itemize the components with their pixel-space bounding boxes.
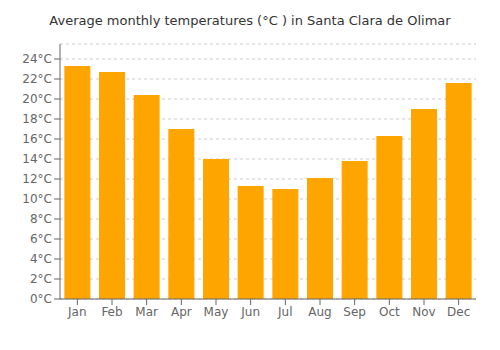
svg-text:Nov: Nov — [412, 305, 435, 319]
svg-text:Jul: Jul — [277, 305, 292, 319]
svg-text:Sep: Sep — [343, 305, 366, 319]
svg-text:0°C: 0°C — [30, 292, 52, 306]
svg-text:20°C: 20°C — [22, 92, 52, 106]
svg-text:Apr: Apr — [171, 305, 192, 319]
svg-text:Jun: Jun — [240, 305, 260, 319]
svg-text:Aug: Aug — [308, 305, 331, 319]
svg-text:Feb: Feb — [101, 305, 122, 319]
svg-text:4°C: 4°C — [30, 252, 52, 266]
svg-text:Mar: Mar — [135, 305, 158, 319]
html-text:Average monthly temperatures (: Average monthly temperatures (°C ) in Sa… — [49, 13, 451, 28]
svg-text:18°C: 18°C — [22, 112, 52, 126]
svg-text:Oct: Oct — [379, 305, 400, 319]
svg-text:22°C: 22°C — [22, 72, 52, 86]
svg-text:Jan: Jan — [67, 305, 87, 319]
svg-text:6°C: 6°C — [30, 232, 52, 246]
svg-text:24°C: 24°C — [22, 52, 52, 66]
svg-text:2°C: 2°C — [30, 272, 52, 286]
svg-text:14°C: 14°C — [22, 152, 52, 166]
svg-text:12°C: 12°C — [22, 172, 52, 186]
svg-text:May: May — [204, 305, 229, 319]
svg-text:16°C: 16°C — [22, 132, 52, 146]
svg-text:10°C: 10°C — [22, 192, 52, 206]
svg-text:Dec: Dec — [447, 305, 470, 319]
svg-text:8°C: 8°C — [30, 212, 52, 226]
